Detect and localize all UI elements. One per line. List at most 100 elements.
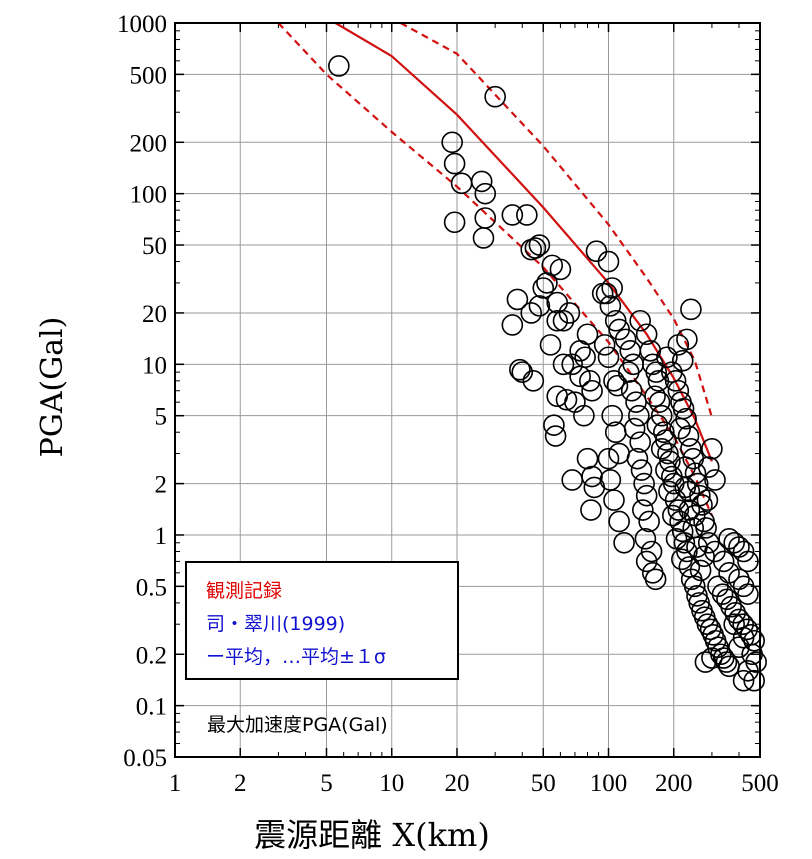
- data-point-circle: [720, 595, 742, 618]
- data-point-circle: [715, 651, 738, 673]
- data-point-circle: [552, 353, 575, 376]
- data-point-circle: [546, 309, 569, 332]
- data-point-circle: [695, 517, 717, 539]
- data-point-circle: [697, 531, 720, 554]
- data-point-circle: [732, 669, 755, 692]
- data-point-circle: [484, 85, 506, 108]
- data-point-circle: [645, 361, 668, 383]
- legend-box: 観測記録 司・翠川(1999) ー平均，…平均±１σ: [185, 561, 459, 680]
- data-point-circle: [689, 559, 712, 582]
- data-point-circle: [597, 250, 620, 273]
- data-point-circle: [682, 517, 705, 539]
- data-point-circle: [718, 562, 740, 584]
- data-point-circle: [593, 334, 616, 356]
- data-point-circle: [613, 531, 635, 554]
- y-tick-label: 0.1: [136, 694, 167, 721]
- data-point-circle: [701, 437, 723, 460]
- data-point-circle: [635, 484, 658, 507]
- data-point-circle: [601, 277, 623, 299]
- annotation-max-acceleration: 最大加速度PGA(Gal): [207, 714, 388, 736]
- data-point-circle: [574, 346, 596, 369]
- data-point-circle: [603, 489, 625, 511]
- data-point-circle: [671, 548, 693, 571]
- data-point-circle: [662, 504, 684, 527]
- legend-label-model: 司・翠川(1999): [206, 613, 345, 635]
- data-point-circle: [640, 540, 663, 563]
- data-point-circle: [745, 651, 767, 673]
- data-point-circle: [678, 499, 701, 521]
- x-tick-label: 10: [379, 770, 404, 797]
- data-point-circle: [501, 314, 524, 336]
- data-point-circle: [522, 370, 545, 392]
- data-point-circle: [677, 425, 700, 447]
- x-axis-title: 震源距離 X(km): [254, 816, 490, 854]
- plot-frame: [174, 22, 761, 758]
- y-tick-label: 5: [155, 404, 168, 431]
- data-point-circle: [617, 361, 640, 383]
- data-point-circle: [648, 391, 671, 413]
- data-point-circle: [635, 550, 658, 573]
- data-point-circle: [552, 309, 575, 332]
- data-point-circle: [732, 613, 754, 636]
- data-point-circle: [704, 469, 726, 491]
- data-point-circle: [639, 340, 662, 362]
- data-point-circle: [474, 182, 497, 205]
- data-point-circle: [501, 204, 524, 226]
- data-point-circle: [633, 472, 655, 495]
- data-point-circle: [644, 568, 667, 591]
- data-point-circle: [516, 204, 538, 226]
- x-tick-label: 500: [741, 770, 779, 797]
- y-tick-label: 20: [142, 301, 167, 328]
- data-point-circle: [506, 288, 529, 311]
- data-point-circle: [576, 323, 599, 346]
- x-tick-label: 20: [444, 770, 469, 797]
- data-point-circle: [694, 651, 717, 673]
- data-point-circle: [632, 499, 654, 521]
- data-point-circle: [683, 575, 706, 598]
- data-point-circle: [657, 442, 679, 465]
- data-point-circle: [728, 636, 750, 658]
- sigma-dashed-line: [400, 22, 713, 418]
- data-point-circle: [678, 556, 701, 578]
- data-point-circle: [441, 131, 463, 154]
- data-point-circle: [528, 295, 551, 317]
- data-point-circle: [606, 374, 629, 397]
- data-point-circle: [724, 601, 746, 624]
- data-point-circle: [664, 370, 687, 392]
- data-point-circle: [650, 437, 673, 460]
- data-point-circle: [597, 447, 620, 470]
- data-point-circle: [737, 583, 759, 605]
- data-point-circle: [669, 417, 691, 440]
- data-point-circle: [520, 302, 543, 324]
- data-point-circle: [696, 489, 719, 511]
- data-point-circle: [697, 456, 720, 478]
- data-point-circle: [509, 358, 531, 381]
- y-tick-label: 0.05: [123, 745, 167, 772]
- y-tick-label: 0.5: [136, 574, 167, 601]
- data-point-circle: [737, 550, 759, 573]
- data-point-circle: [558, 302, 581, 324]
- tick-labels: 1 2 5 10 20 50 100 200 500 0.05 0.1 0.2 0.5 1 2 5 10 20 50…: [117, 11, 779, 797]
- data-point-circle: [626, 447, 649, 470]
- data-point-circle: [532, 277, 555, 299]
- data-point-circle: [667, 499, 690, 521]
- x-tick-label: 1: [169, 770, 182, 797]
- data-point-circle: [573, 404, 595, 427]
- y-tick-label: 500: [130, 62, 168, 89]
- data-point-circle: [543, 414, 565, 436]
- y-tick-label: 1: [155, 523, 168, 550]
- data-point-circle: [581, 465, 603, 488]
- data-point-circle: [443, 152, 466, 175]
- data-point-circle: [608, 510, 630, 533]
- data-point-circle: [686, 472, 709, 495]
- data-point-circle: [601, 404, 623, 427]
- data-point-circle: [644, 385, 666, 408]
- data-point-circle: [580, 499, 602, 521]
- y-tick-label: 100: [130, 182, 168, 209]
- legend-frame: [185, 561, 459, 680]
- x-tick-label: 50: [531, 770, 556, 797]
- y-tick-label: 1000: [117, 11, 167, 38]
- x-tick-label: 200: [655, 770, 693, 797]
- data-point-circle: [629, 431, 651, 453]
